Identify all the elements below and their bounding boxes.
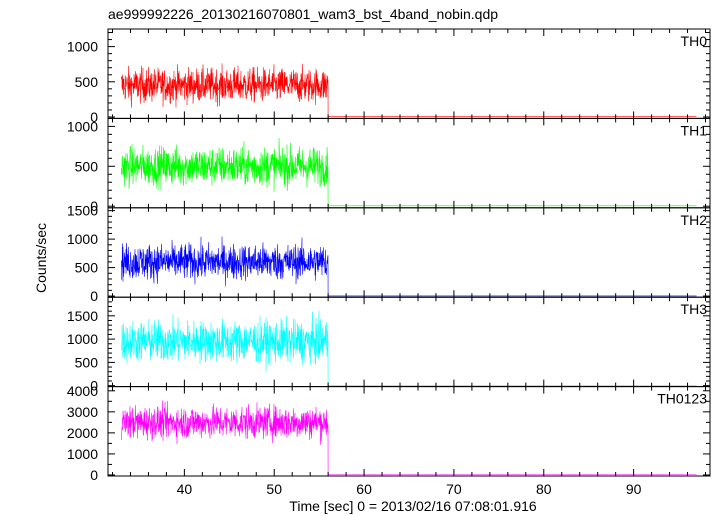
x-tick-label: 40 [177,481,193,497]
y-tick-label: 0 [90,288,98,304]
y-tick-label: 2000 [67,425,98,441]
y-tick-label: 1000 [67,231,98,247]
y-tick-label: 0 [90,198,98,214]
series-line-th2 [121,236,697,297]
panel-label-th3: TH3 [681,301,708,317]
panel-th0: 0 500 1000 TH0 [67,28,711,125]
x-tick-label: 80 [536,481,552,497]
y-tick-label: 1000 [67,39,98,55]
y-tick-label: 500 [75,158,99,174]
chart-title: ae999992226_20130216070801_wam3_bst_4ban… [108,6,498,22]
panel-th1: 0 500 1000 TH1 [67,117,711,214]
panel-th3: 0 500 1000 1500 TH3 [67,296,711,394]
panel-th2: 0 500 1000 1500 TH2 [67,203,711,304]
y-tick-label: 0 [90,467,98,483]
panel-th0123: 0 1000 2000 3000 4000 TH0123 [67,383,711,483]
series-line-th3 [121,310,697,386]
series-line-th0 [121,63,697,117]
y-tick-label: 3000 [67,404,98,420]
panel-label-th0123: TH0123 [657,391,707,407]
panel-label-th2: TH2 [681,212,708,228]
panel-label-th0: TH0 [681,33,708,49]
x-tick-label: 60 [356,481,372,497]
y-tick-label: 0 [90,378,98,394]
y-tick-label: 500 [75,74,99,90]
y-tick-label: 1500 [67,308,98,324]
y-tick-label: 0 [90,109,98,125]
x-tick-label: 50 [266,481,282,497]
y-axis-label: Counts/sec [33,223,49,293]
y-tick-label: 1000 [67,446,98,462]
x-tick-label: 70 [446,481,462,497]
y-tick-label: 1000 [67,331,98,347]
y-tick-label: 4000 [67,383,98,399]
panel-label-th1: TH1 [681,122,708,138]
series-line-th1 [121,137,697,207]
y-tick-label: 500 [75,260,99,276]
x-axis-label: Time [sec] 0 = 2013/02/16 07:08:01.916 [289,498,537,514]
series-line-th0123 [121,400,697,475]
y-tick-label: 500 [75,354,99,370]
y-tick-label: 1000 [67,118,98,134]
panel-frame [107,386,711,477]
x-tick-label: 90 [626,481,642,497]
y-tick-label: 1500 [67,203,98,219]
